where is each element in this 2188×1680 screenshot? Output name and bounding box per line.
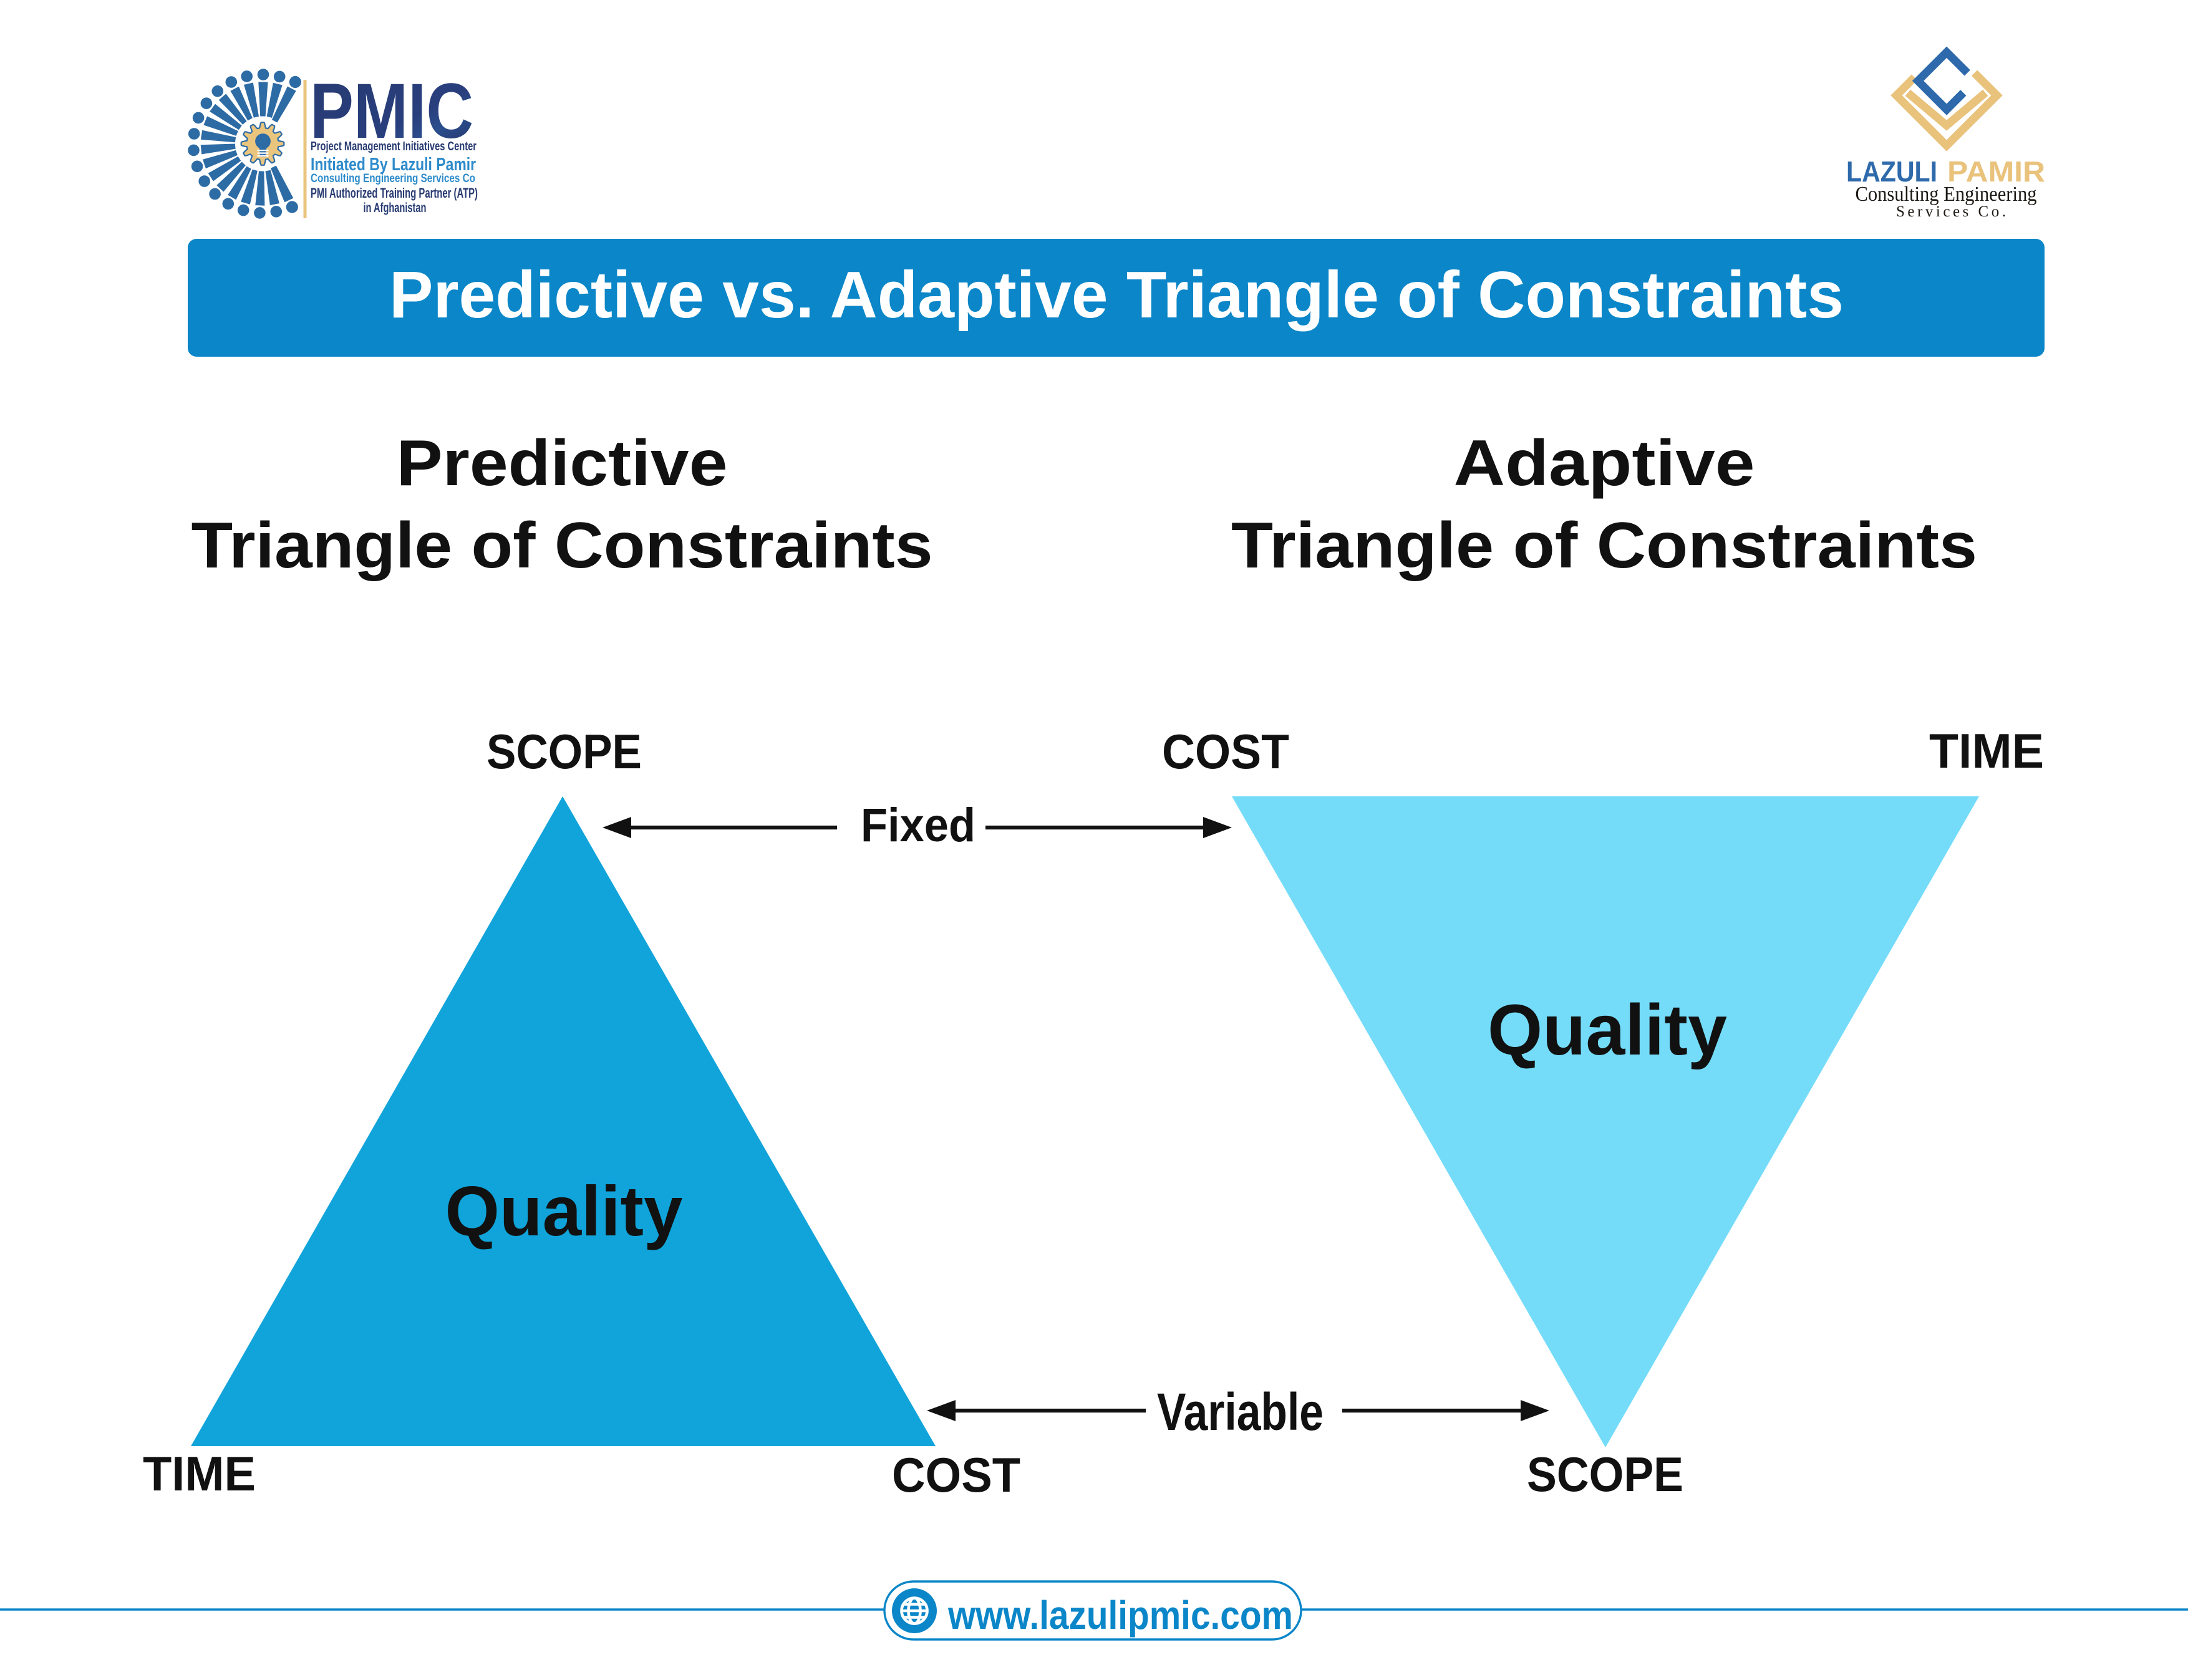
svg-text:TIME: TIME bbox=[143, 1446, 256, 1501]
svg-text:Predictive vs. Adaptive Triang: Predictive vs. Adaptive Triangle of Cons… bbox=[389, 258, 1844, 332]
svg-text:Initiated By Lazuli Pamir: Initiated By Lazuli Pamir bbox=[311, 155, 476, 175]
svg-text:Predictive: Predictive bbox=[397, 427, 728, 500]
svg-text:Adaptive: Adaptive bbox=[1454, 427, 1755, 500]
svg-text:Triangle of Constraints: Triangle of Constraints bbox=[1231, 509, 1977, 582]
svg-text:Quality: Quality bbox=[445, 1172, 683, 1250]
svg-text:Project Management Initiatives: Project Management Initiatives Center bbox=[311, 140, 477, 153]
svg-text:PAMIR: PAMIR bbox=[1947, 155, 2045, 188]
svg-text:SCOPE: SCOPE bbox=[1527, 1447, 1683, 1502]
svg-text:COST: COST bbox=[892, 1447, 1020, 1502]
svg-text:Consulting Engineering: Consulting Engineering bbox=[1856, 183, 2037, 206]
svg-text:LAZULI: LAZULI bbox=[1846, 155, 1937, 188]
svg-text:PMIC: PMIC bbox=[310, 68, 473, 155]
svg-text:Quality: Quality bbox=[1488, 990, 1727, 1070]
svg-text:Fixed: Fixed bbox=[861, 799, 975, 852]
svg-text:in Afghanistan: in Afghanistan bbox=[364, 201, 427, 215]
svg-text:Variable: Variable bbox=[1157, 1383, 1324, 1441]
svg-text:Triangle of Constraints: Triangle of Constraints bbox=[191, 509, 933, 582]
svg-text:TIME: TIME bbox=[1929, 723, 2044, 778]
svg-text:PMI Authorized Training Partne: PMI Authorized Training Partner (ATP) bbox=[311, 185, 478, 201]
svg-text:www.lazulipmic.com: www.lazulipmic.com bbox=[947, 1593, 1293, 1638]
svg-text:SCOPE: SCOPE bbox=[486, 724, 642, 779]
svg-text:COST: COST bbox=[1162, 724, 1289, 779]
svg-text:Consulting Engineering Service: Consulting Engineering Services Co bbox=[311, 172, 475, 185]
